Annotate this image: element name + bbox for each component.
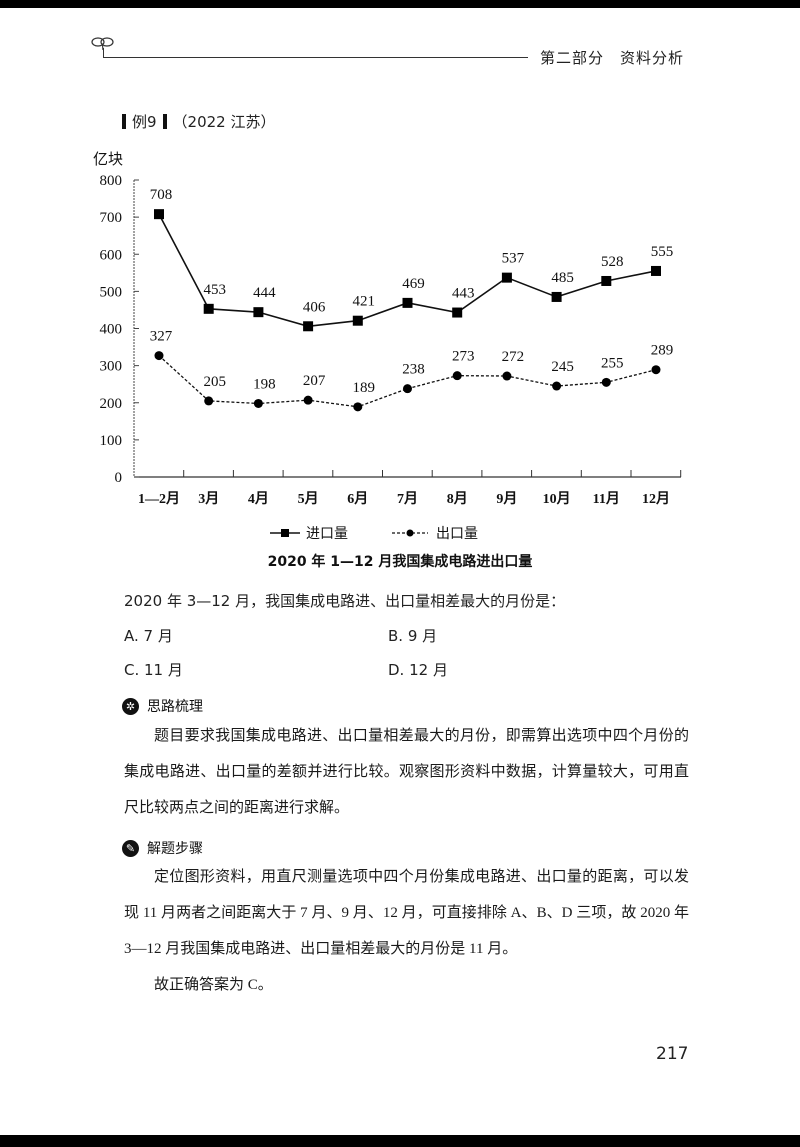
import-marker-square	[154, 209, 164, 220]
data-label: 205	[203, 374, 226, 390]
import-marker-square	[651, 265, 661, 276]
x-tick-label: 4月	[248, 491, 269, 507]
export-marker-circle	[452, 371, 462, 381]
legend-import-marker	[281, 529, 289, 537]
example-label: 例9	[132, 113, 157, 131]
export-line	[158, 355, 657, 408]
question-text: 2020 年 3—12 月，我国集成电路进、出口量相差最大的月份是：	[124, 592, 566, 610]
y-tick-label: 300	[100, 359, 123, 375]
option-d: D. 12 月	[388, 661, 448, 679]
solution-paragraph: 定位图形资料，用直尺测量选项中四个月份集成电路进、出口量的距离，可以发现 11 …	[124, 869, 689, 957]
solution-title: 解题步骤	[147, 841, 203, 857]
answer-line: 故正确答案为 C。	[154, 977, 273, 993]
pen-icon: ✎	[122, 839, 139, 857]
x-tick-label: 9月	[496, 491, 517, 507]
example-source: （2022 江苏）	[172, 113, 276, 131]
import-marker-square	[501, 272, 512, 283]
data-label: 198	[253, 376, 276, 392]
y-tick-label: 400	[100, 322, 123, 338]
export-marker-circle	[303, 395, 313, 405]
page-number: 217	[656, 1044, 689, 1064]
y-tick-label: 200	[100, 396, 123, 412]
y-tick-label: 0	[115, 470, 123, 486]
x-tick-label: 12月	[642, 491, 670, 507]
section-title: 第二部分 资料分析	[540, 49, 685, 67]
data-label: 485	[551, 270, 574, 286]
data-label: 289	[651, 343, 674, 359]
data-label: 272	[502, 349, 525, 365]
solution-heading: ✎ 解题步骤	[122, 838, 203, 858]
analysis-paragraph: 题目要求我国集成电路进、出口量相差最大的月份，即需算出选项中四个月份的集成电路进…	[124, 728, 689, 816]
bracket-bar-right	[162, 114, 167, 129]
y-tick-label: 700	[100, 210, 123, 226]
x-tick-label: 3月	[198, 491, 219, 507]
option-b: B. 9 月	[388, 627, 438, 645]
data-label: 469	[402, 276, 425, 292]
data-label: 444	[253, 285, 276, 301]
data-label: 406	[303, 299, 326, 315]
header-stem	[103, 48, 104, 58]
y-tick-label: 600	[100, 247, 123, 263]
export-marker-circle	[601, 377, 611, 387]
x-tick-label: 6月	[347, 491, 368, 507]
bottom-scan-border	[0, 1135, 800, 1147]
analysis-title: 思路梳理	[147, 699, 203, 715]
data-label: 238	[402, 362, 425, 378]
data-label: 273	[452, 349, 475, 365]
gear-icon: ✲	[122, 697, 139, 715]
data-label: 189	[353, 380, 376, 396]
export-marker-circle	[403, 384, 412, 394]
import-marker-square	[601, 275, 612, 286]
option-a: A. 7 月	[124, 627, 173, 645]
data-label: 453	[203, 282, 226, 298]
legend-import-label: 进口量	[306, 526, 348, 542]
export-marker-circle	[204, 396, 214, 406]
data-label: 528	[601, 254, 624, 270]
import-marker-square	[402, 297, 413, 308]
bracket-bar-left	[122, 114, 126, 129]
y-tick-label: 100	[100, 433, 123, 449]
import-marker-square	[203, 303, 214, 314]
import-line	[158, 213, 657, 328]
data-label: 207	[303, 373, 326, 389]
export-marker-circle	[253, 398, 263, 408]
data-label: 255	[601, 355, 624, 371]
header-rule	[104, 57, 528, 58]
x-tick-label: 10月	[543, 491, 571, 507]
import-marker-square	[452, 307, 463, 318]
option-c: C. 11 月	[124, 661, 183, 679]
x-tick-label: 7月	[397, 491, 418, 507]
y-tick-label: 500	[100, 284, 123, 300]
line-chart: 亿块 0 100 200 300 400 500 600 700 800 1—2月 3月 4月 5月 6月 7…	[93, 151, 682, 542]
import-marker-square	[303, 321, 314, 332]
import-marker-square	[352, 315, 363, 326]
data-label: 555	[651, 244, 674, 260]
data-label: 708	[150, 187, 173, 203]
legend-export-label: 出口量	[436, 526, 478, 542]
sprout-logo-icon	[91, 37, 114, 50]
y-axis-unit: 亿块	[93, 151, 123, 168]
chart-caption: 2020 年 1—12 月我国集成电路进出口量	[267, 554, 533, 570]
x-tick-label: 1—2月	[138, 491, 180, 507]
analysis-heading: ✲ 思路梳理	[122, 696, 203, 716]
export-marker-circle	[353, 402, 363, 412]
x-tick-label: 5月	[298, 491, 319, 507]
data-label: 537	[502, 251, 525, 267]
import-marker-square	[253, 307, 264, 318]
import-marker-square	[551, 291, 562, 302]
example-heading: 例9 （2022 江苏）	[122, 111, 276, 132]
top-scan-border	[0, 0, 800, 8]
x-tick-label: 8月	[447, 491, 468, 507]
export-marker-circle	[502, 371, 512, 381]
x-tick-label: 11月	[593, 491, 620, 507]
export-marker-circle	[552, 381, 562, 391]
export-marker-circle	[651, 365, 661, 375]
export-marker-circle	[154, 351, 164, 361]
y-tick-label: 800	[100, 173, 123, 189]
data-label: 327	[150, 329, 173, 345]
data-label: 443	[452, 286, 475, 302]
data-label: 245	[551, 359, 574, 375]
data-label: 421	[353, 294, 376, 310]
legend-export-marker	[406, 529, 414, 537]
